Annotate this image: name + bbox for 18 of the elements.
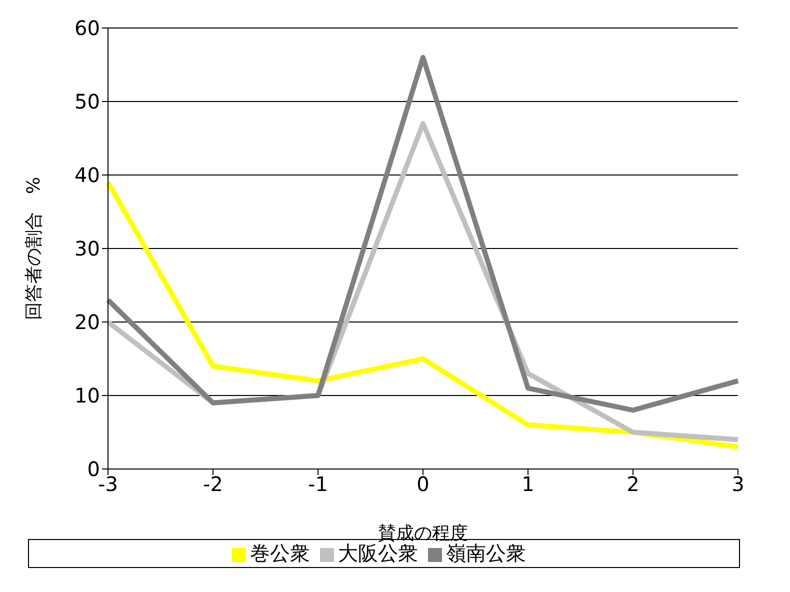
- x-tick-label: 2: [626, 472, 640, 496]
- y-tick-label: 0: [87, 457, 100, 482]
- legend-label: 大阪公衆: [338, 541, 418, 565]
- y-tick-label: 60: [74, 16, 100, 40]
- y-tick-label: 10: [74, 384, 100, 408]
- x-tick-label: 3: [732, 472, 744, 496]
- y-tick-label: 30: [74, 236, 100, 261]
- y-tick-label: 20: [74, 310, 100, 334]
- x-tick-label: -2: [203, 472, 223, 496]
- y-axis-title: 回答者の割合 %: [23, 176, 44, 320]
- x-tick-label: 0: [416, 472, 430, 496]
- x-tick-label: 1: [522, 472, 534, 496]
- y-tick-label: 40: [74, 163, 100, 188]
- y-tick-label: 50: [74, 90, 100, 114]
- x-tick-label: -1: [308, 472, 328, 496]
- x-tick-label: -3: [98, 472, 118, 496]
- legend-label: 巻公衆: [250, 541, 310, 565]
- legend-label: 嶺南公衆: [446, 541, 526, 565]
